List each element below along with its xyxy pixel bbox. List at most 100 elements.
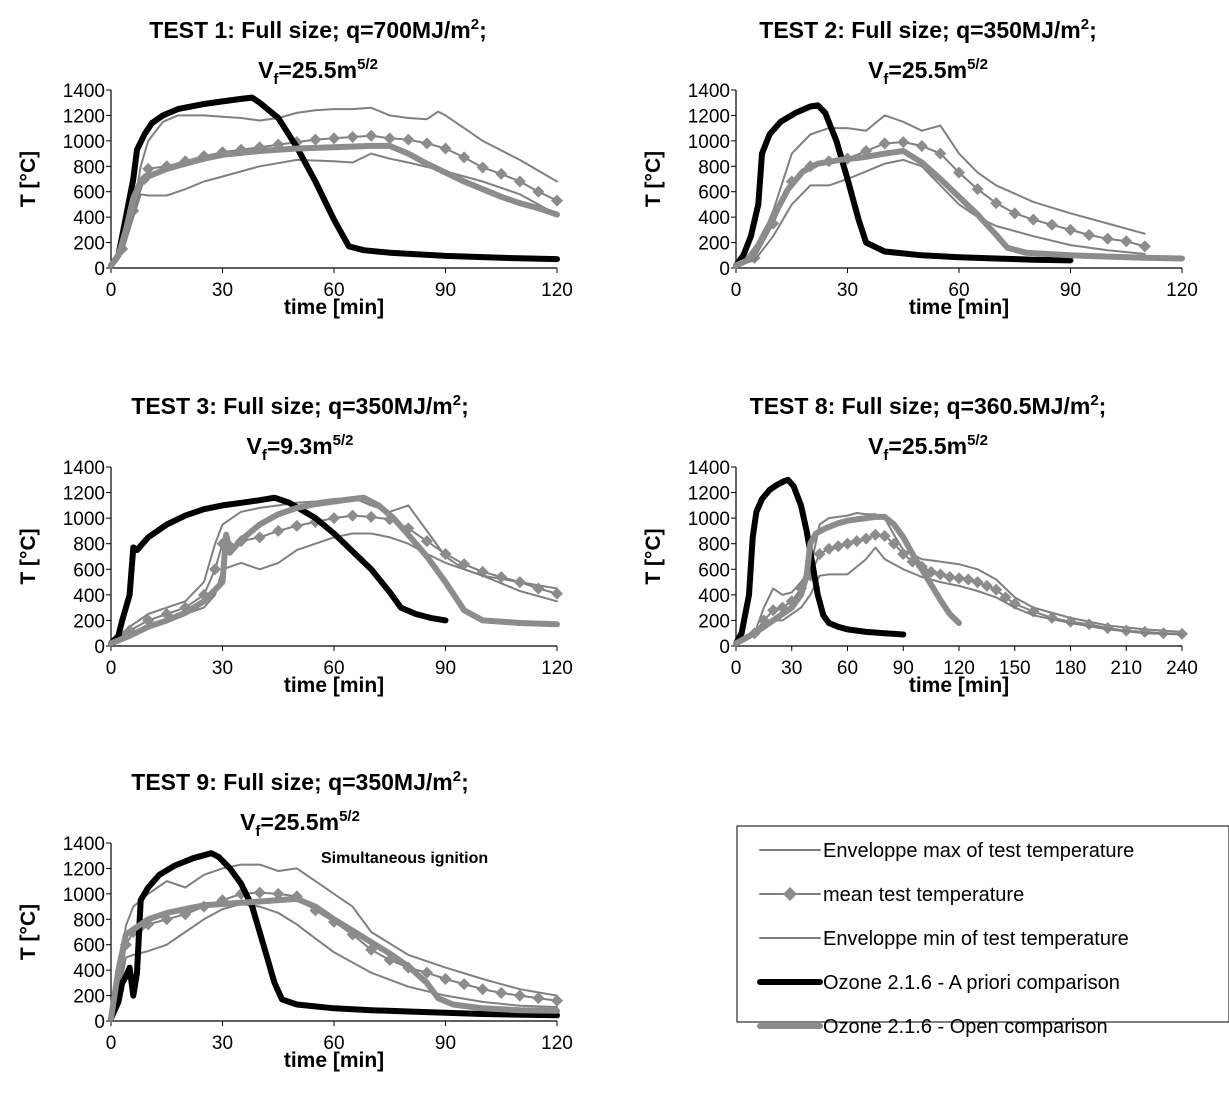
mean-marker <box>365 510 378 523</box>
mean-marker <box>532 185 545 198</box>
title-subscript: f <box>255 823 261 840</box>
x-tick-label: 150 <box>999 658 1031 679</box>
mean-marker <box>897 547 910 560</box>
y-tick-label: 800 <box>698 535 730 556</box>
x-tick-label: 210 <box>1110 658 1142 679</box>
mean-marker <box>990 197 1003 210</box>
mean-marker <box>513 989 526 1002</box>
chart-title-line2: Vf=25.5m5/2 <box>258 56 378 88</box>
x-axis-label: time [min] <box>909 674 1009 697</box>
y-tick-label: 0 <box>94 259 105 280</box>
title-v: V <box>246 433 262 459</box>
mean-marker <box>532 582 545 595</box>
mean-marker <box>551 194 563 207</box>
series-line-env-min <box>735 158 1146 267</box>
y-tick-label: 600 <box>698 560 730 581</box>
x-tick-label: 90 <box>435 280 456 301</box>
y-axis-label: T [°C] <box>17 151 40 207</box>
title-text: TEST 9: Full size; q=350MJ/m <box>131 769 452 795</box>
mean-marker <box>878 530 891 543</box>
mean-marker <box>1064 615 1077 628</box>
y-tick-label: 1000 <box>688 509 730 530</box>
series-line-env-min <box>735 546 1183 645</box>
mean-marker <box>1008 207 1021 220</box>
mean-marker <box>476 983 489 996</box>
title-text: TEST 8: Full size; q=360.5MJ/m <box>750 393 1091 419</box>
title-superscript: 2 <box>1090 392 1098 409</box>
mean-marker <box>878 137 891 150</box>
x-axis-label: time [min] <box>284 674 384 697</box>
y-tick-label: 1200 <box>688 484 730 505</box>
title-v: V <box>240 809 256 835</box>
y-tick-label: 200 <box>698 234 730 255</box>
x-axis-label: time [min] <box>284 296 384 319</box>
mean-marker <box>1083 228 1096 241</box>
y-tick-label: 0 <box>94 637 105 658</box>
mean-marker <box>532 992 545 1005</box>
title-subscript: f <box>883 71 889 88</box>
y-tick-label: 1200 <box>63 106 105 127</box>
y-tick-label: 1400 <box>63 834 105 855</box>
mean-marker <box>476 161 489 174</box>
x-tick-label: 60 <box>948 280 969 301</box>
title-subscript: f <box>262 447 268 464</box>
title-superscript-2: 5/2 <box>967 432 988 449</box>
chart-title-line2: Vf=25.5m5/2 <box>868 56 988 88</box>
mean-marker <box>420 535 433 548</box>
y-tick-label: 1000 <box>688 132 730 153</box>
mean-marker <box>328 132 340 145</box>
y-axis-label: T [°C] <box>642 528 665 584</box>
series-line-env-max <box>110 106 558 267</box>
mean-marker <box>365 129 378 142</box>
title-value: =9.3m <box>267 433 333 459</box>
mean-marker <box>346 131 359 144</box>
y-tick-label: 400 <box>73 208 105 229</box>
title-v: V <box>258 57 274 83</box>
y-tick-label: 0 <box>94 1012 105 1033</box>
mean-marker <box>980 579 993 592</box>
title-value: =25.5m <box>888 57 967 83</box>
mean-marker <box>309 133 322 146</box>
x-tick-label: 60 <box>323 1033 344 1054</box>
series-line-env-max <box>110 863 558 1020</box>
x-tick-label: 0 <box>106 658 117 679</box>
title-superscript: 2 <box>1081 16 1089 33</box>
title-text: TEST 2: Full size; q=350MJ/m <box>759 17 1080 43</box>
title-value: =25.5m <box>260 809 339 835</box>
series-line-ozone-apriori <box>108 494 449 647</box>
title-value: =25.5m <box>888 433 967 459</box>
mean-marker <box>1101 622 1114 635</box>
title-superscript-2: 5/2 <box>967 56 988 73</box>
y-tick-label: 600 <box>73 936 105 957</box>
y-tick-label: 800 <box>73 910 105 931</box>
mean-marker <box>971 576 984 589</box>
title-superscript-2: 5/2 <box>333 432 354 449</box>
chart-legend: Enveloppe max of test temperature mean te… <box>736 825 1229 1038</box>
mean-marker <box>439 547 452 560</box>
chart-title-line1: TEST 1: Full size; q=700MJ/m2; <box>149 16 486 43</box>
x-tick-label: 120 <box>541 658 573 679</box>
chart-panel-5: TEST 9: Full size; q=350MJ/m2; Vf=25.5m5/… <box>17 768 573 1072</box>
mean-marker <box>897 136 910 149</box>
x-tick-label: 120 <box>541 1033 573 1054</box>
mean-marker <box>869 528 882 541</box>
mean-marker <box>495 987 508 1000</box>
y-tick-label: 200 <box>73 234 105 255</box>
title-superscript-2: 5/2 <box>339 808 360 825</box>
mean-marker <box>458 978 471 991</box>
chart-title-line1: TEST 9: Full size; q=350MJ/m2; <box>131 768 468 795</box>
x-tick-label: 0 <box>731 280 742 301</box>
x-tick-label: 120 <box>541 280 573 301</box>
y-tick-label: 200 <box>73 987 105 1008</box>
mean-marker <box>943 570 956 583</box>
title-superscript-2: 5/2 <box>357 56 378 73</box>
mean-marker <box>290 519 303 532</box>
mean-marker <box>850 535 863 548</box>
y-axis-label: T [°C] <box>17 528 40 584</box>
title-v: V <box>868 433 884 459</box>
title-superscript: 2 <box>471 16 479 33</box>
mean-marker <box>915 139 928 152</box>
mean-marker <box>1045 611 1058 624</box>
x-tick-label: 30 <box>837 280 858 301</box>
